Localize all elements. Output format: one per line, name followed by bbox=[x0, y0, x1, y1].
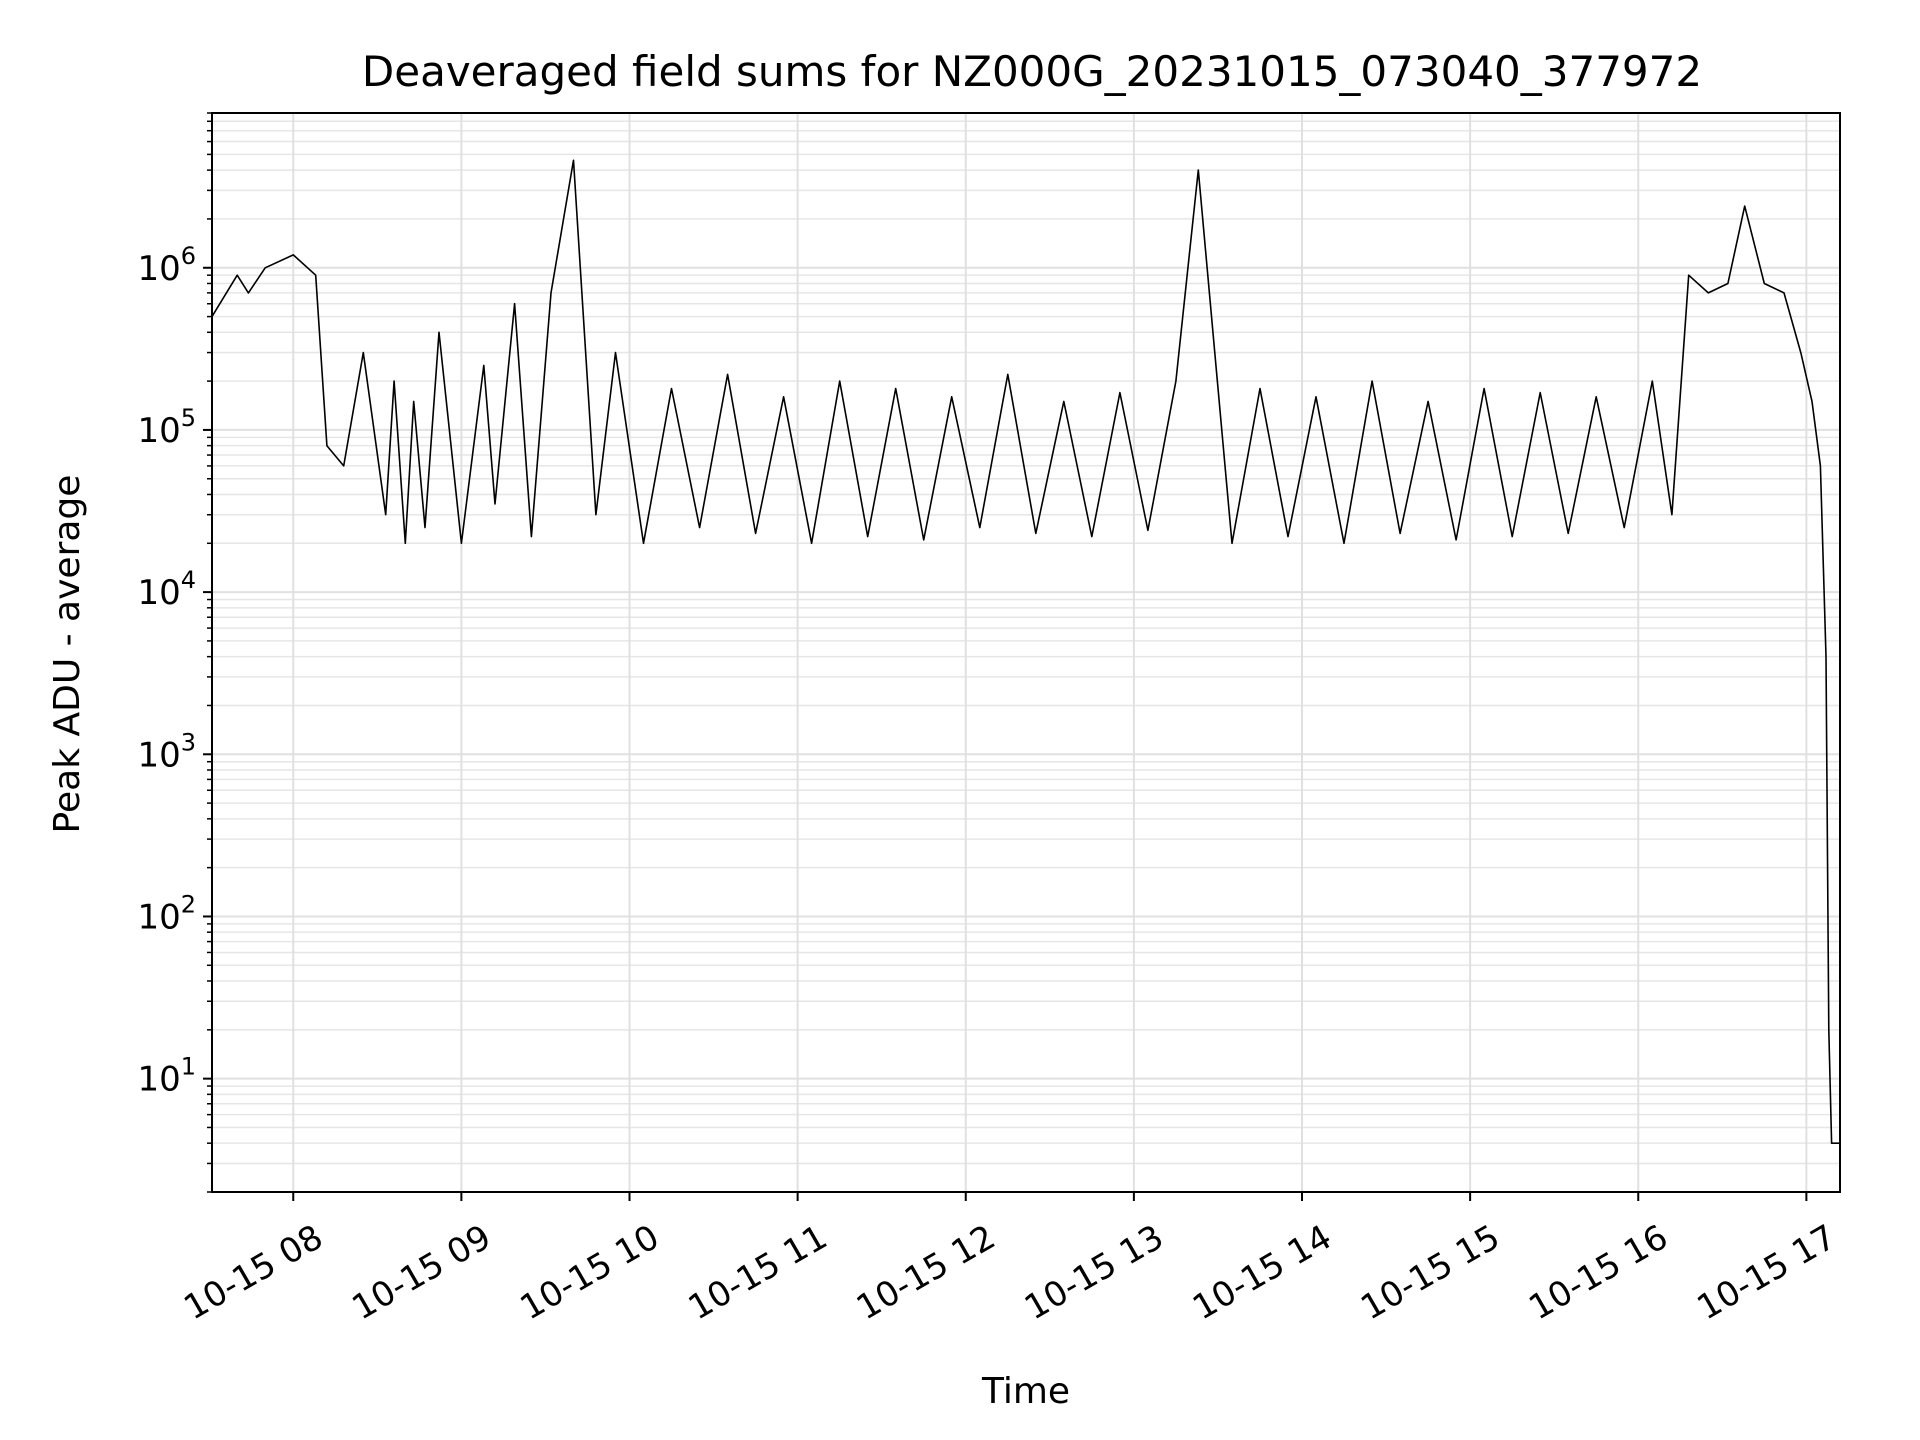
x-tick-label: 10-15 14 bbox=[1186, 1217, 1338, 1328]
y-tick-label: 106 bbox=[137, 242, 196, 289]
x-axis-label: Time bbox=[981, 1371, 1070, 1412]
x-tick-label: 10-15 13 bbox=[1018, 1217, 1170, 1328]
y-tick-label: 105 bbox=[137, 404, 196, 451]
plot-area-frame bbox=[211, 112, 1841, 1193]
y-axis-label: Peak ADU - average bbox=[47, 475, 88, 834]
y-tick-label: 102 bbox=[137, 890, 196, 937]
chart-title: Deaveraged field sums for NZ000G_2023101… bbox=[362, 47, 1702, 96]
x-tick-label: 10-15 11 bbox=[682, 1217, 834, 1328]
series-line bbox=[211, 159, 1840, 1144]
x-tick-label: 10-15 12 bbox=[850, 1217, 1002, 1328]
x-tick-label: 10-15 09 bbox=[345, 1217, 497, 1328]
y-tick-label: 101 bbox=[137, 1053, 196, 1100]
x-tick-label: 10-15 10 bbox=[514, 1217, 666, 1328]
y-tick-label: 103 bbox=[137, 728, 196, 775]
y-axis: 101 102 103 104 105 106 bbox=[137, 112, 212, 1193]
x-tick-label: 10-15 16 bbox=[1522, 1217, 1674, 1328]
y-tick-label: 104 bbox=[137, 566, 196, 613]
x-tick-label: 10-15 15 bbox=[1354, 1217, 1506, 1328]
x-tick-label: 10-15 17 bbox=[1690, 1217, 1842, 1328]
series-polyline bbox=[211, 159, 1840, 1144]
grid-lines bbox=[212, 112, 1840, 1193]
x-axis: 10-15 08 10-15 09 10-15 10 10-15 11 10-15 12… bbox=[177, 1192, 1843, 1328]
x-tick-label: 10-15 08 bbox=[177, 1217, 329, 1328]
